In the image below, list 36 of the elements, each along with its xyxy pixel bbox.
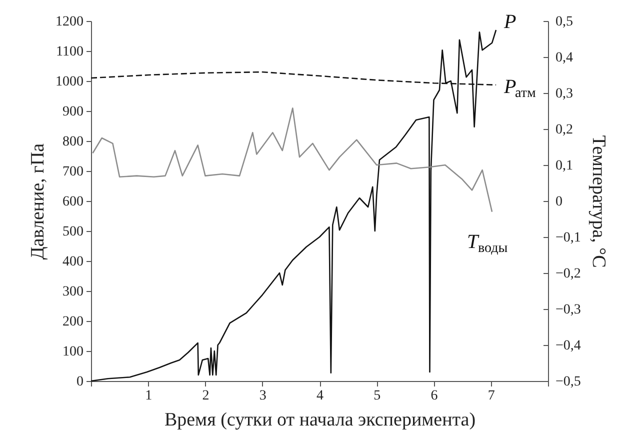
y2-tick-label: −0,4 — [556, 338, 581, 354]
y2-tick-label: 0,5 — [556, 14, 573, 30]
y-tick-label: 1000 — [56, 74, 84, 90]
x-tick-label: 1 — [145, 388, 152, 404]
x-axis-title: Время (сутки от начала эксперимента) — [164, 410, 476, 430]
y-tick-label: 1100 — [56, 44, 84, 60]
y2-tick-label: −0,2 — [556, 266, 581, 282]
y2-tick-label: 0,3 — [556, 86, 573, 102]
y-axis-title: Давление, гПа — [28, 142, 48, 260]
x-tick-label: 4 — [316, 388, 324, 404]
y-tick-label: 100 — [62, 344, 84, 360]
series-label: P — [503, 11, 516, 33]
y2-tick-label: −0,3 — [556, 302, 581, 318]
y-tick-label: 500 — [62, 224, 84, 240]
y-tick-label: 800 — [62, 134, 84, 150]
y2-tick-label: −0,1 — [556, 230, 581, 246]
y-tick-label: 1200 — [56, 14, 84, 30]
y-tick-label: 700 — [62, 164, 84, 180]
line-series — [92, 107, 493, 212]
y-tick-label: 900 — [62, 104, 84, 120]
y2-axis-title: Температура, °С — [588, 135, 609, 268]
x-tick-label: 6 — [430, 388, 438, 404]
x-tick-label: 2 — [202, 388, 210, 404]
y2-tick-label: 0,1 — [556, 158, 573, 174]
x-tick-label: 7 — [488, 388, 495, 404]
y-tick-label: 200 — [62, 314, 84, 330]
y-tick-label: 600 — [62, 194, 84, 210]
y-tick-label: 300 — [62, 284, 84, 300]
y2-tick-label: 0,4 — [556, 50, 573, 66]
x-tick-label: 5 — [374, 388, 381, 404]
y2-tick-label: −0,5 — [556, 374, 581, 390]
x-tick-label: 3 — [259, 388, 266, 404]
y2-tick-label: 0,2 — [556, 122, 573, 138]
y-tick-label: 0 — [76, 374, 84, 390]
y-tick-label: 400 — [62, 254, 84, 270]
y2-tick-label: 0 — [556, 194, 562, 210]
